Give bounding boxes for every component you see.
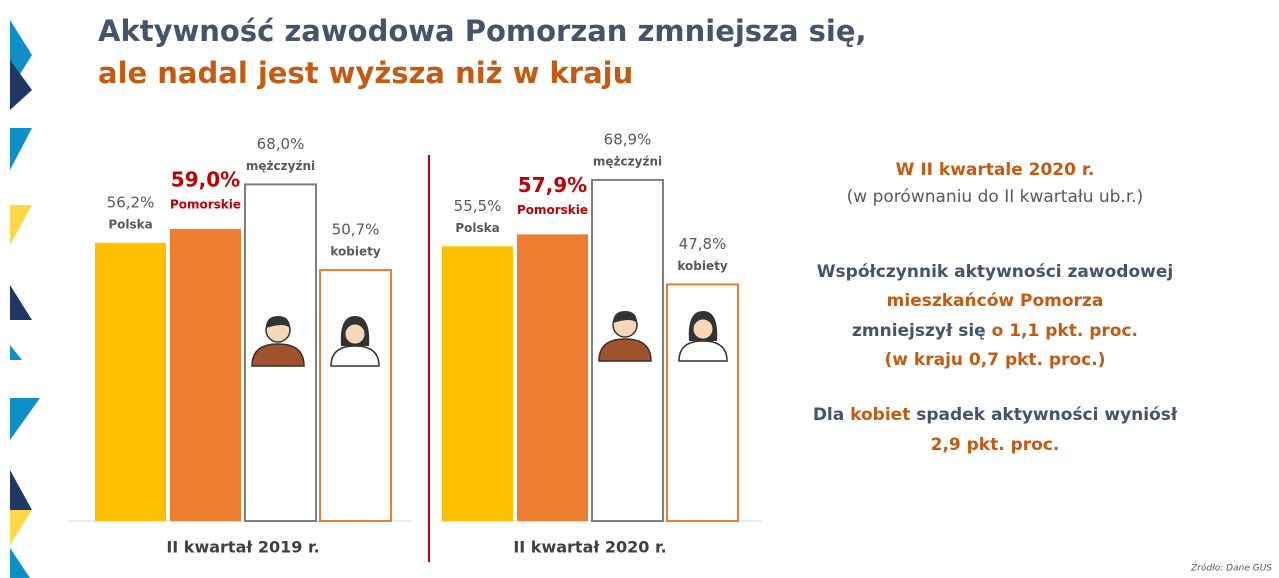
man-icon bbox=[598, 311, 652, 362]
panel-text-part: kobiet bbox=[850, 405, 910, 425]
series-label: Pomorskie bbox=[170, 197, 241, 211]
bar bbox=[517, 234, 588, 521]
bars: II kwartał 2019 r. 56,2% Polska 59,0% Pomors… bbox=[95, 130, 739, 557]
series-label: mężczyźni bbox=[246, 159, 315, 173]
value-label: 68,9% bbox=[604, 130, 652, 148]
series-label: mężczyźni bbox=[593, 154, 662, 168]
icons bbox=[251, 311, 728, 367]
series-label: Polska bbox=[108, 217, 152, 231]
bar bbox=[95, 242, 166, 521]
value-label: 68,0% bbox=[257, 135, 305, 153]
man-icon bbox=[251, 316, 305, 367]
woman-icon bbox=[678, 311, 728, 362]
value-label: 57,9% bbox=[518, 173, 587, 197]
category-label: II kwartał 2019 r. bbox=[166, 538, 319, 557]
panel-text-part: o 1,1 pkt. proc. bbox=[992, 321, 1138, 341]
panel-subheading: (w porównaniu do II kwartału ub.r.) bbox=[847, 187, 1144, 207]
bar bbox=[319, 269, 392, 522]
panel-text: 2,9 pkt. proc. bbox=[931, 435, 1060, 455]
panel-text: Współczynnik aktywności zawodowej bbox=[817, 262, 1173, 282]
panel-text: zmniejszył się o 1,1 pkt. proc. bbox=[852, 321, 1138, 341]
panel-text: (w kraju 0,7 pkt. proc.) bbox=[885, 350, 1106, 370]
series-label: Polska bbox=[455, 221, 499, 235]
value-label: 59,0% bbox=[171, 167, 240, 191]
category-label: II kwartał 2020 r. bbox=[513, 538, 666, 557]
bar bbox=[442, 246, 513, 521]
panel: W II kwartale 2020 r. (w porównaniu do I… bbox=[813, 160, 1178, 455]
series-label: Pomorskie bbox=[517, 203, 588, 217]
title: ale nadal jest wyższa niż w kraju bbox=[98, 56, 633, 90]
series-label: kobiety bbox=[330, 245, 380, 259]
woman-icon bbox=[330, 316, 380, 367]
panel-text-part: spadek aktywności wyniósł bbox=[910, 405, 1178, 425]
panel-heading: W II kwartale 2020 r. bbox=[896, 160, 1095, 180]
bar bbox=[170, 228, 241, 521]
value-label: 47,8% bbox=[679, 235, 727, 253]
decoration bbox=[10, 20, 40, 578]
title: Aktywność zawodowa Pomorzan zmniejsza si… bbox=[98, 14, 867, 48]
source: Źródło: Dane GUS bbox=[1190, 562, 1272, 574]
panel-text: Dla kobiet spadek aktywności wyniósł bbox=[813, 405, 1178, 425]
panel-text-part: Dla bbox=[813, 405, 850, 425]
panel-text-part: zmniejszył się bbox=[852, 321, 992, 341]
panel-text: mieszkańców Pomorza bbox=[887, 291, 1104, 311]
value-label: 55,5% bbox=[454, 197, 502, 215]
value-label: 56,2% bbox=[107, 193, 155, 211]
series-label: kobiety bbox=[677, 259, 727, 273]
value-label: 50,7% bbox=[332, 221, 380, 239]
